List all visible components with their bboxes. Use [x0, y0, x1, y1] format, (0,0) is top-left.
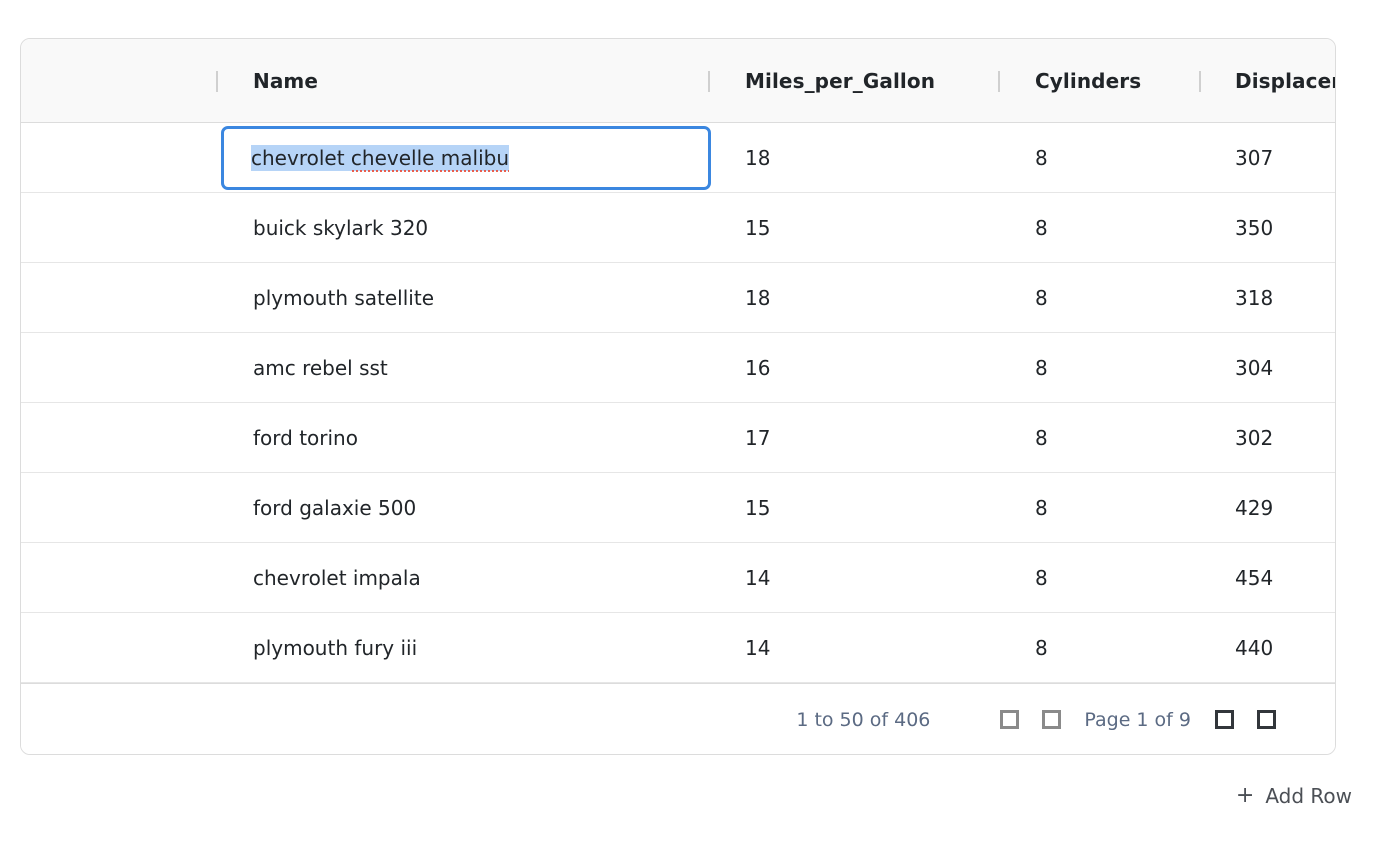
table-row[interactable]: 18 8 307 chevrolet chevelle malibu — [21, 123, 1335, 193]
cell-editor-value-head: chevrolet — [251, 146, 351, 170]
cell-cylinders[interactable]: 8 — [1035, 566, 1048, 590]
column-header-cylinders-label: Cylinders — [1035, 69, 1142, 93]
cell-name[interactable]: amc rebel sst — [253, 356, 388, 380]
cell-cylinders[interactable]: 8 — [1035, 496, 1048, 520]
cell-name[interactable]: plymouth satellite — [253, 286, 434, 310]
column-header-displacement-label: Displacer — [1235, 69, 1336, 93]
cell-editor-name-input[interactable]: chevrolet chevelle malibu — [221, 126, 711, 190]
cell-miles-per-gallon[interactable]: 16 — [745, 356, 771, 380]
cell-miles-per-gallon[interactable]: 18 — [745, 286, 771, 310]
previous-page-button[interactable] — [1030, 699, 1072, 741]
pagination-summary: 1 to 50 of 406 — [796, 708, 931, 731]
cell-cylinders[interactable]: 8 — [1035, 286, 1048, 310]
grid-body: 18 8 307 chevrolet chevelle malibu buick… — [21, 123, 1335, 683]
column-resize-handle-cylinders[interactable] — [1199, 71, 1201, 92]
cell-miles-per-gallon[interactable]: 15 — [745, 496, 771, 520]
cell-displacement[interactable]: 302 — [1235, 426, 1274, 450]
next-page-button[interactable] — [1203, 699, 1245, 741]
cell-name[interactable]: buick skylark 320 — [253, 216, 429, 240]
cell-displacement[interactable]: 350 — [1235, 216, 1274, 240]
cell-editor-value-misspelled: chevelle malibu — [350, 146, 510, 173]
table-row[interactable]: ford torino 17 8 302 — [21, 403, 1335, 473]
column-header-miles-per-gallon[interactable]: Miles_per_Gallon — [745, 39, 1013, 123]
first-page-icon — [999, 710, 1019, 729]
pagination-page-label: Page 1 of 9 — [1084, 708, 1191, 731]
table-row[interactable]: plymouth fury iii 14 8 440 — [21, 613, 1335, 683]
cell-displacement[interactable]: 304 — [1235, 356, 1274, 380]
cell-displacement[interactable]: 318 — [1235, 286, 1274, 310]
cell-displacement[interactable]: 307 — [1235, 146, 1274, 170]
first-page-button[interactable] — [988, 699, 1030, 741]
cell-cylinders[interactable]: 8 — [1035, 356, 1048, 380]
cell-displacement[interactable]: 440 — [1235, 636, 1274, 660]
cell-displacement[interactable]: 429 — [1235, 496, 1274, 520]
cell-cylinders[interactable]: 8 — [1035, 426, 1048, 450]
add-row-button[interactable]: + Add Row — [1230, 780, 1358, 812]
cell-cylinders[interactable]: 8 — [1035, 146, 1048, 170]
table-row[interactable]: amc rebel sst 16 8 304 — [21, 333, 1335, 403]
last-page-button[interactable] — [1245, 699, 1287, 741]
cell-miles-per-gallon[interactable]: 17 — [745, 426, 771, 450]
data-grid-card: Name Miles_per_Gallon Cylinders Displace… — [20, 38, 1336, 755]
cell-miles-per-gallon[interactable]: 14 — [745, 636, 771, 660]
plus-icon: + — [1235, 783, 1255, 808]
cell-name[interactable]: ford torino — [253, 426, 358, 450]
column-header-rownum[interactable] — [21, 39, 217, 123]
cell-editor-value: chevrolet chevelle malibu — [251, 145, 510, 173]
last-page-icon — [1256, 710, 1276, 729]
previous-page-icon — [1041, 710, 1061, 729]
pagination-bar: 1 to 50 of 406 Page 1 of 9 — [796, 684, 1287, 754]
column-header-cylinders[interactable]: Cylinders — [1035, 39, 1213, 123]
table-row[interactable]: buick skylark 320 15 8 350 — [21, 193, 1335, 263]
cell-miles-per-gallon[interactable]: 14 — [745, 566, 771, 590]
column-header-displacement[interactable]: Displacer — [1235, 39, 1336, 123]
column-header-miles-per-gallon-label: Miles_per_Gallon — [745, 69, 936, 93]
column-resize-handle-name[interactable] — [708, 71, 710, 92]
cell-miles-per-gallon[interactable]: 15 — [745, 216, 771, 240]
column-header-name-label: Name — [253, 69, 319, 93]
cell-cylinders[interactable]: 8 — [1035, 216, 1048, 240]
table-row[interactable]: chevrolet impala 14 8 454 — [21, 543, 1335, 613]
column-resize-handle-miles-per-gallon[interactable] — [998, 71, 1000, 92]
add-row-label: Add Row — [1265, 784, 1352, 808]
cell-cylinders[interactable]: 8 — [1035, 636, 1048, 660]
column-resize-handle-rownum[interactable] — [216, 71, 218, 92]
table-row[interactable]: ford galaxie 500 15 8 429 — [21, 473, 1335, 543]
next-page-icon — [1214, 710, 1234, 729]
grid-footer: 1 to 50 of 406 Page 1 of 9 — [21, 683, 1335, 754]
cell-name[interactable]: ford galaxie 500 — [253, 496, 417, 520]
table-row[interactable]: plymouth satellite 18 8 318 — [21, 263, 1335, 333]
cell-name[interactable]: plymouth fury iii — [253, 636, 418, 660]
column-header-name[interactable]: Name — [253, 39, 723, 123]
grid-header-row: Name Miles_per_Gallon Cylinders Displace… — [21, 39, 1335, 123]
cell-displacement[interactable]: 454 — [1235, 566, 1274, 590]
cell-name[interactable]: chevrolet impala — [253, 566, 421, 590]
cell-miles-per-gallon[interactable]: 18 — [745, 146, 771, 170]
